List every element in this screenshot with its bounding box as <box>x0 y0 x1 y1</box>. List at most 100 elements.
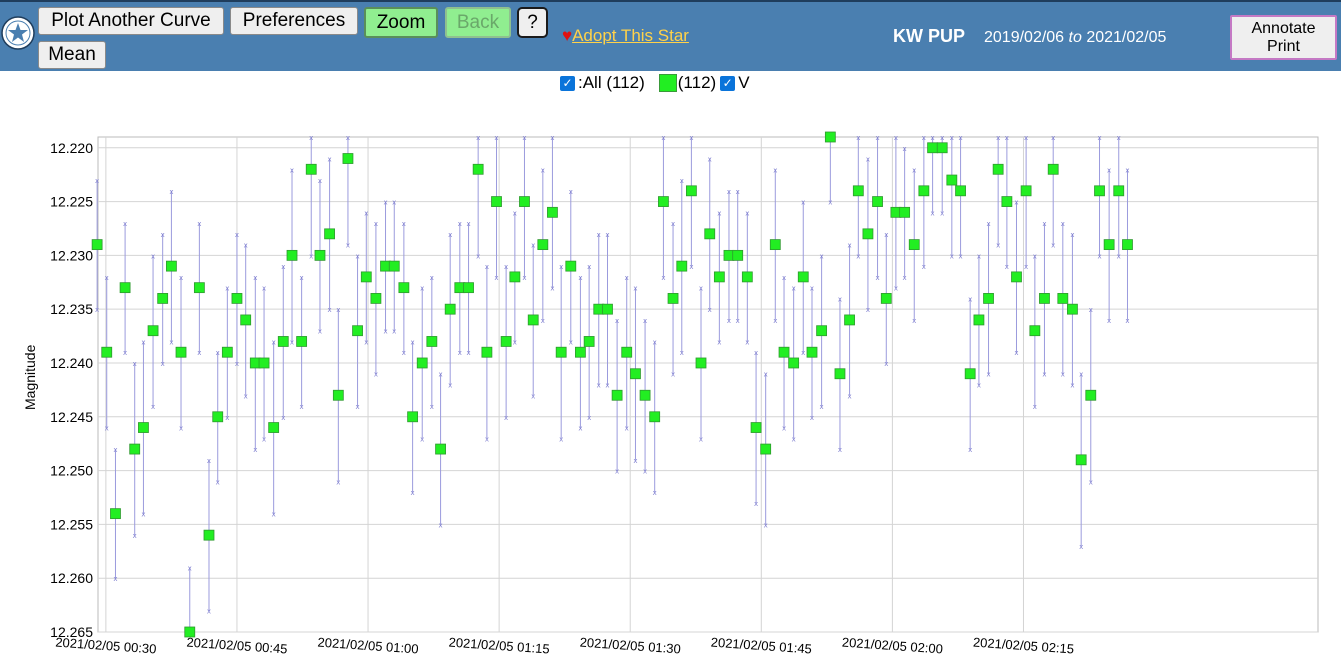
error-cap: x <box>1125 166 1129 174</box>
error-cap: x <box>1117 134 1121 142</box>
error-cap: x <box>105 274 109 282</box>
x-tick-labels: 2021/02/05 00:30 2021/02/05 00:45 2021/02/… <box>55 634 1075 656</box>
error-cap: x <box>1107 166 1111 174</box>
data-point <box>314 249 326 261</box>
top-toolbar: Plot Another Curve Preferences Zoom Back… <box>0 0 1341 71</box>
error-cap: x <box>894 134 898 142</box>
data-point <box>91 239 103 251</box>
error-cap: x <box>123 220 127 228</box>
error-cap: x <box>272 338 276 346</box>
y-tick-label: 12.225 <box>50 194 93 210</box>
data-point <box>240 314 252 326</box>
error-cap: x <box>847 392 851 400</box>
data-point <box>852 185 864 197</box>
annotate-print-button[interactable]: Annotate Print <box>1230 15 1337 60</box>
data-point <box>750 422 762 433</box>
error-cap: x <box>671 220 675 228</box>
data-point <box>639 389 651 401</box>
error-cap: x <box>169 188 173 196</box>
error-cap: x <box>448 231 452 239</box>
error-cap: x <box>179 425 183 433</box>
data-point <box>324 228 335 240</box>
error-bars: x x x x x x x x x x x x x x x x x x x x x x x x x x x x x x x x x x x x x x x x… <box>95 134 1130 637</box>
error-cap: x <box>364 338 368 346</box>
error-cap: x <box>838 446 842 454</box>
error-cap: x <box>828 199 832 207</box>
all-series-checkbox[interactable]: ✓ <box>560 75 575 91</box>
error-cap: x <box>764 521 768 529</box>
error-cap: x <box>875 274 879 282</box>
error-cap: x <box>494 134 498 142</box>
error-cap: x <box>485 263 489 271</box>
error-cap: x <box>383 199 387 207</box>
x-tick-label: 2021/02/05 01:45 <box>710 634 812 656</box>
error-cap: x <box>494 274 498 282</box>
error-cap: x <box>309 252 313 260</box>
error-cap: x <box>578 274 582 282</box>
band-v-checkbox[interactable]: ✓ <box>720 75 736 91</box>
error-cap: x <box>541 166 545 174</box>
data-point <box>713 271 725 283</box>
error-cap: x <box>597 382 601 390</box>
error-cap: x <box>643 317 647 325</box>
error-cap: x <box>625 425 629 433</box>
error-cap: x <box>550 134 554 142</box>
mean-button[interactable]: Mean <box>38 41 106 69</box>
plot-another-curve-button[interactable]: Plot Another Curve <box>38 7 224 35</box>
data-point <box>203 529 215 541</box>
error-cap: x <box>569 188 573 196</box>
error-cap: x <box>1005 134 1009 142</box>
error-cap: x <box>912 166 916 174</box>
error-cap: x <box>931 209 935 217</box>
error-cap: x <box>958 252 962 260</box>
data-point <box>908 239 920 251</box>
data-point <box>816 325 828 337</box>
error-cap: x <box>235 231 239 239</box>
error-cap: x <box>169 338 173 346</box>
error-cap: x <box>745 338 749 346</box>
error-cap: x <box>476 134 480 142</box>
data-point <box>1067 303 1078 315</box>
error-cap: x <box>1079 371 1083 379</box>
error-cap: x <box>559 263 563 271</box>
data-point <box>760 443 772 455</box>
error-cap: x <box>458 220 462 228</box>
data-point <box>101 346 113 358</box>
help-button[interactable]: ? <box>517 7 548 38</box>
data-point <box>955 185 966 197</box>
error-cap: x <box>968 295 972 303</box>
error-cap: x <box>940 134 944 142</box>
data-point <box>1057 293 1069 304</box>
data-point <box>519 196 530 207</box>
all-series-label: :All (112) <box>578 73 645 92</box>
error-cap: x <box>1117 252 1121 260</box>
data-point <box>277 336 289 347</box>
error-cap: x <box>643 468 647 476</box>
error-cap: x <box>216 478 220 486</box>
data-point <box>555 346 567 358</box>
data-point <box>231 293 243 304</box>
date-from: 2019/02/06 <box>984 29 1065 46</box>
error-cap: x <box>522 274 526 282</box>
adopt-star-link[interactable]: ♥Adopt This Star <box>562 26 689 46</box>
data-point <box>899 206 911 218</box>
error-cap: x <box>383 328 387 336</box>
error-cap: x <box>653 338 657 346</box>
error-cap: x <box>986 220 990 228</box>
error-cap: x <box>411 489 415 497</box>
data-point <box>416 357 428 369</box>
aavso-logo-icon[interactable] <box>1 16 35 50</box>
data-point <box>1085 389 1097 401</box>
data-point <box>175 346 187 358</box>
data-point <box>704 228 716 240</box>
error-cap: x <box>615 468 619 476</box>
back-button[interactable]: Back <box>445 7 511 38</box>
data-point <box>398 282 410 294</box>
error-cap: x <box>439 371 443 379</box>
error-cap: x <box>95 306 99 314</box>
zoom-button[interactable]: Zoom <box>364 7 438 38</box>
error-cap: x <box>884 231 888 239</box>
data-point <box>166 260 177 272</box>
preferences-button[interactable]: Preferences <box>230 7 358 35</box>
